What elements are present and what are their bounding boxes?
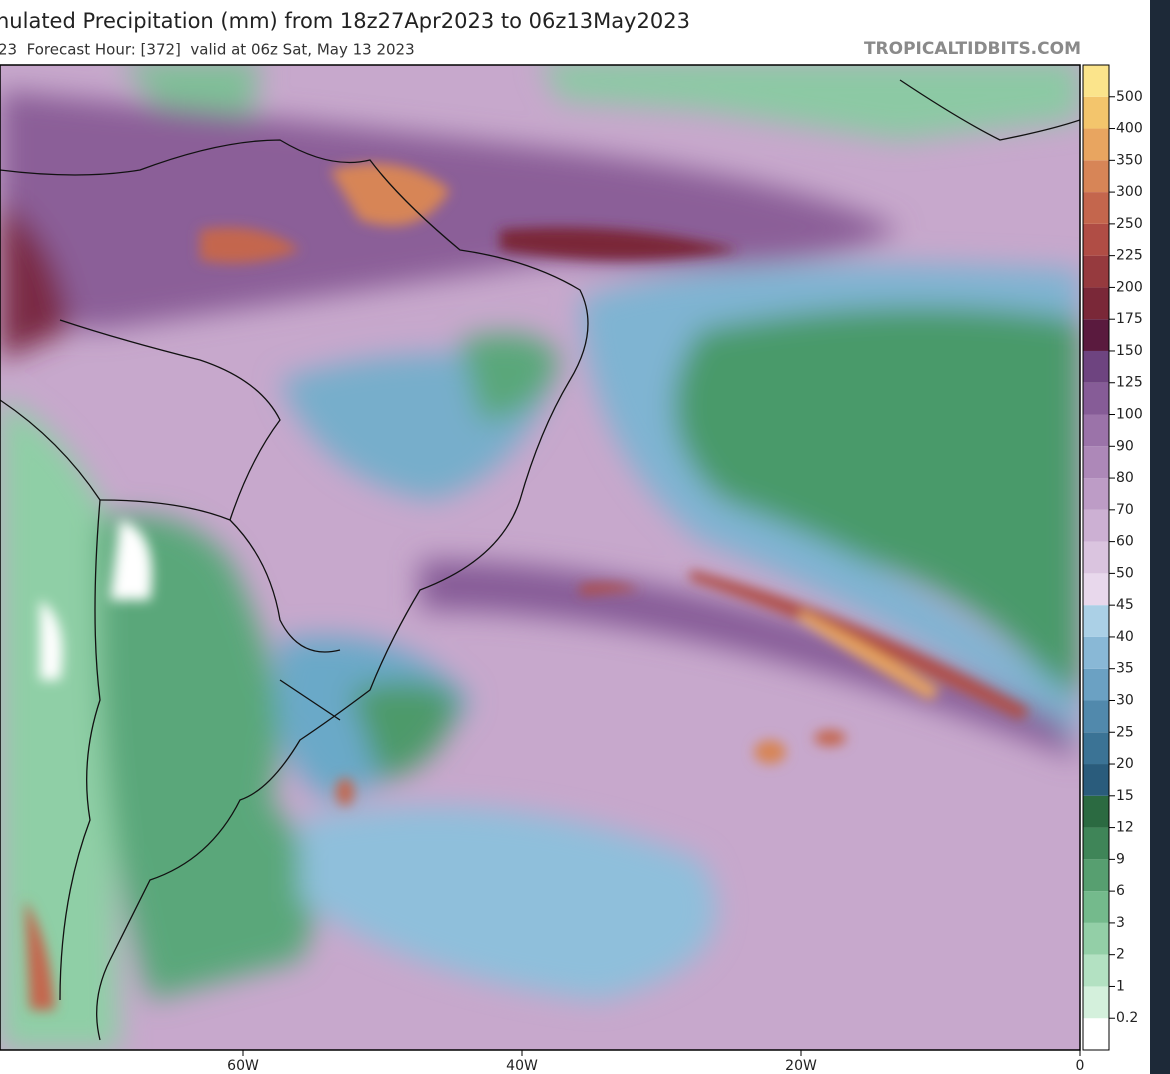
colorbar-label: 70 [1116, 502, 1134, 518]
colorbar-bin [1083, 922, 1109, 955]
source-watermark: TROPICALTIDBITS.COM [864, 39, 1081, 59]
lon-label: 40W [506, 1058, 538, 1074]
colorbar-bin [1083, 668, 1109, 701]
longitude-axis: 60W 40W 20W 0 [227, 1050, 1084, 1074]
colorbar-label: 80 [1116, 470, 1134, 486]
colorbar-label: 350 [1116, 152, 1143, 168]
title: nulated Precipitation (mm) from 18z27Apr… [0, 9, 690, 33]
colorbar-bin [1083, 128, 1109, 161]
colorbar-label: 100 [1116, 407, 1143, 423]
colorbar-bin [1083, 636, 1109, 669]
colorbar-label: 35 [1116, 661, 1134, 677]
colorbar-label: 225 [1116, 248, 1143, 264]
colorbar-bin [1083, 255, 1109, 288]
colorbar-border [1082, 64, 1110, 1051]
colorbar-bin [1083, 65, 1109, 97]
window-edge [1150, 0, 1170, 1074]
colorbar-bin [1083, 891, 1109, 923]
colorbar-bin [1083, 192, 1109, 224]
colorbar-label: 175 [1116, 311, 1143, 327]
colorbar-bin [1083, 795, 1109, 828]
colorbar-bin [1083, 319, 1109, 351]
colorbar-bin [1083, 160, 1109, 193]
colorbar-bin [1083, 986, 1109, 1019]
colorbar-bin [1083, 859, 1109, 892]
lon-label: 20W [785, 1058, 817, 1074]
colorbar-label: 1 [1116, 978, 1125, 994]
precipitation-map [0, 65, 1080, 1050]
colorbar-label: 9 [1116, 851, 1125, 867]
colorbar-label: 0.2 [1116, 1010, 1138, 1026]
colorbar-bin [1083, 1018, 1109, 1050]
colorbar-label: 3 [1116, 915, 1125, 931]
subtitle: 23 Forecast Hour: [372] valid at 06z Sat… [0, 41, 415, 59]
colorbar-label: 15 [1116, 788, 1134, 804]
colorbar-bin [1083, 223, 1109, 256]
colorbar-label: 400 [1116, 121, 1143, 137]
colorbar-label: 50 [1116, 565, 1134, 581]
colorbar-bin [1083, 287, 1109, 320]
colorbar-bin [1083, 382, 1109, 415]
colorbar-label: 60 [1116, 534, 1134, 550]
colorbar-label: 90 [1116, 438, 1134, 454]
colorbar-label: 150 [1116, 343, 1143, 359]
colorbar: 0.21236912152025303540455060708090100125… [1082, 64, 1143, 1051]
colorbar-bin [1083, 732, 1109, 765]
colorbar-label: 40 [1116, 629, 1134, 645]
colorbar-label: 25 [1116, 724, 1134, 740]
colorbar-bin [1083, 414, 1109, 447]
map-border [0, 64, 1081, 1051]
colorbar-bin [1083, 827, 1109, 860]
colorbar-label: 45 [1116, 597, 1134, 613]
colorbar-label: 2 [1116, 947, 1125, 963]
colorbar-bin [1083, 509, 1109, 542]
colorbar-bin [1083, 446, 1109, 479]
lon-label: 60W [227, 1058, 259, 1074]
colorbar-bin [1083, 350, 1109, 383]
colorbar-bin [1083, 954, 1109, 987]
lon-label: 0 [1076, 1058, 1085, 1074]
colorbar-bin [1083, 96, 1109, 129]
colorbar-bin [1083, 573, 1109, 606]
colorbar-bin [1083, 700, 1109, 733]
colorbar-label: 250 [1116, 216, 1143, 232]
colorbar-label: 200 [1116, 279, 1143, 295]
colorbar-label: 20 [1116, 756, 1134, 772]
colorbar-bin [1083, 605, 1109, 637]
colorbar-bin [1083, 541, 1109, 574]
colorbar-label: 12 [1116, 820, 1134, 836]
colorbar-label: 30 [1116, 692, 1134, 708]
colorbar-label: 300 [1116, 184, 1143, 200]
colorbar-bin [1083, 478, 1109, 510]
colorbar-bin [1083, 764, 1109, 796]
colorbar-label: 125 [1116, 375, 1143, 391]
colorbar-label: 6 [1116, 883, 1125, 899]
colorbar-label: 500 [1116, 89, 1143, 105]
